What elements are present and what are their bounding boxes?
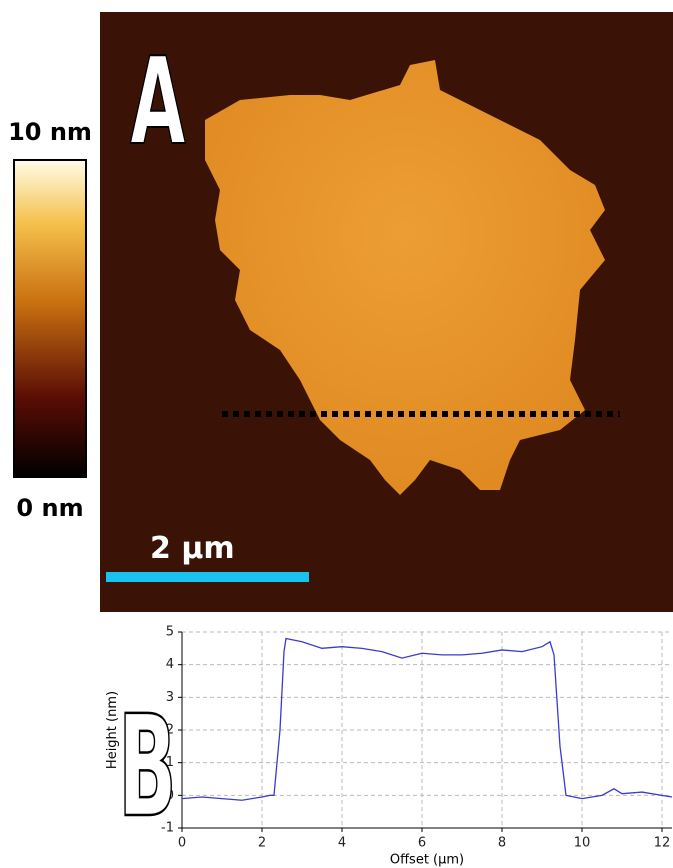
x-tick-label: 0: [178, 836, 186, 851]
y-tick-label: 5: [166, 625, 174, 640]
x-tick-label: 10: [574, 836, 591, 851]
y-tick-label: 2: [166, 723, 174, 738]
panel-label: A: [130, 33, 186, 172]
profile-line: [181, 637, 673, 801]
x-axis-label: Offset (µm): [390, 853, 464, 868]
x-tick-label: 12: [654, 836, 671, 851]
afm-island: [205, 60, 605, 495]
x-tick-label: 6: [418, 836, 426, 851]
y-tick-label: -1: [161, 821, 174, 836]
y-axis-label: Height (nm): [105, 691, 120, 769]
scale-bar-label: 2 µm: [150, 531, 235, 566]
colorbar: [13, 159, 87, 478]
y-tick-label: 0: [166, 788, 174, 803]
y-tick-label: 3: [166, 690, 174, 705]
x-tick-label: 8: [498, 836, 506, 851]
afm-image: 2 µm A: [100, 12, 673, 612]
y-tick-label: 4: [166, 657, 174, 672]
colorbar-min-label: 0 nm: [16, 494, 83, 522]
x-tick-label: 2: [258, 836, 266, 851]
panel-label: B: [118, 685, 177, 849]
y-tick-label: 1: [166, 755, 174, 770]
x-tick-label: 4: [338, 836, 346, 851]
colorbar-max-label: 10 nm: [8, 118, 92, 146]
